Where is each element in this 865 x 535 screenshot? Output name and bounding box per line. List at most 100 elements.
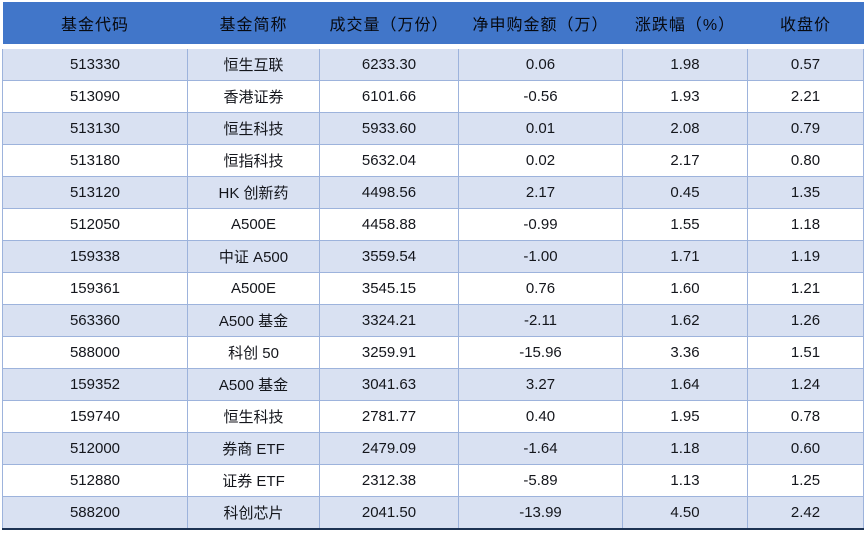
cell-close: 0.57 [747,46,864,81]
cell-name: 恒生互联 [187,46,320,81]
cell-code: 513330 [2,46,188,81]
cell-change: 1.62 [622,304,748,337]
cell-code: 159361 [2,272,188,305]
cell-close: 1.21 [747,272,864,305]
cell-name: 科创芯片 [187,496,320,530]
cell-volume: 2041.50 [319,496,459,530]
table-body: 513330 恒生互联 6233.30 0.06 1.98 0.57 513090 香港证券 6… [2,46,864,530]
column-header-volume: 成交量（万份） [319,2,459,49]
cell-volume: 6101.66 [319,80,459,113]
cell-change: 3.36 [622,336,748,369]
table-row: 513130 恒生科技 5933.60 0.01 2.08 0.79 [2,112,864,145]
column-header-close: 收盘价 [747,2,864,49]
cell-close: 1.51 [747,336,864,369]
cell-code: 512000 [2,432,188,465]
cell-close: 1.35 [747,176,864,209]
cell-name: A500E [187,208,320,241]
cell-name: A500 基金 [187,304,320,337]
cell-close: 0.60 [747,432,864,465]
cell-close: 2.21 [747,80,864,113]
column-header-change: 涨跌幅（%） [622,2,748,49]
cell-close: 1.26 [747,304,864,337]
cell-change: 4.50 [622,496,748,530]
cell-volume: 6233.30 [319,46,459,81]
cell-net: 0.02 [458,144,623,177]
table-row: 513090 香港证券 6101.66 -0.56 1.93 2.21 [2,80,864,113]
cell-change: 1.98 [622,46,748,81]
cell-volume: 5933.60 [319,112,459,145]
cell-name: A500E [187,272,320,305]
cell-code: 159338 [2,240,188,273]
cell-change: 1.93 [622,80,748,113]
table-row: 512050 A500E 4458.88 -0.99 1.55 1.18 [2,208,864,241]
cell-net: 2.17 [458,176,623,209]
column-header-code: 基金代码 [2,2,188,49]
cell-close: 1.24 [747,368,864,401]
cell-name: 香港证券 [187,80,320,113]
cell-code: 512050 [2,208,188,241]
cell-name: A500 基金 [187,368,320,401]
column-header-name: 基金简称 [187,2,320,49]
cell-name: HK 创新药 [187,176,320,209]
header-row: 基金代码 基金简称 成交量（万份） 净申购金额（万） 涨跌幅（%） 收盘价 [2,2,864,49]
cell-close: 0.79 [747,112,864,145]
table-row: 588200 科创芯片 2041.50 -13.99 4.50 2.42 [2,496,864,530]
cell-volume: 4498.56 [319,176,459,209]
table-row: 159740 恒生科技 2781.77 0.40 1.95 0.78 [2,400,864,433]
cell-close: 1.25 [747,464,864,497]
cell-close: 0.78 [747,400,864,433]
cell-code: 588200 [2,496,188,530]
cell-net: -1.64 [458,432,623,465]
cell-change: 2.17 [622,144,748,177]
table-row: 159361 A500E 3545.15 0.76 1.60 1.21 [2,272,864,305]
cell-name: 恒生科技 [187,112,320,145]
cell-volume: 4458.88 [319,208,459,241]
cell-code: 513090 [2,80,188,113]
cell-name: 恒指科技 [187,144,320,177]
cell-code: 588000 [2,336,188,369]
cell-volume: 2479.09 [319,432,459,465]
table-row: 513330 恒生互联 6233.30 0.06 1.98 0.57 [2,46,864,81]
cell-change: 1.18 [622,432,748,465]
cell-change: 2.08 [622,112,748,145]
cell-code: 513130 [2,112,188,145]
cell-net: -0.99 [458,208,623,241]
cell-change: 1.95 [622,400,748,433]
cell-net: -15.96 [458,336,623,369]
cell-net: -5.89 [458,464,623,497]
cell-name: 中证 A500 [187,240,320,273]
cell-code: 513180 [2,144,188,177]
column-header-net: 净申购金额（万） [458,2,623,49]
cell-volume: 2312.38 [319,464,459,497]
cell-volume: 3559.54 [319,240,459,273]
cell-code: 563360 [2,304,188,337]
cell-change: 1.71 [622,240,748,273]
cell-volume: 3324.21 [319,304,459,337]
cell-close: 0.80 [747,144,864,177]
cell-net: 0.01 [458,112,623,145]
table-row: 513180 恒指科技 5632.04 0.02 2.17 0.80 [2,144,864,177]
cell-net: 0.40 [458,400,623,433]
cell-code: 513120 [2,176,188,209]
cell-change: 1.60 [622,272,748,305]
cell-change: 1.55 [622,208,748,241]
cell-close: 1.19 [747,240,864,273]
table-row: 563360 A500 基金 3324.21 -2.11 1.62 1.26 [2,304,864,337]
cell-volume: 3259.91 [319,336,459,369]
cell-change: 0.45 [622,176,748,209]
cell-change: 1.13 [622,464,748,497]
cell-net: 3.27 [458,368,623,401]
cell-close: 2.42 [747,496,864,530]
table-row: 513120 HK 创新药 4498.56 2.17 0.45 1.35 [2,176,864,209]
cell-volume: 3041.63 [319,368,459,401]
table-row: 512000 券商 ETF 2479.09 -1.64 1.18 0.60 [2,432,864,465]
cell-net: -13.99 [458,496,623,530]
cell-change: 1.64 [622,368,748,401]
table-row: 512880 证券 ETF 2312.38 -5.89 1.13 1.25 [2,464,864,497]
cell-name: 券商 ETF [187,432,320,465]
cell-close: 1.18 [747,208,864,241]
cell-code: 159352 [2,368,188,401]
cell-net: -0.56 [458,80,623,113]
